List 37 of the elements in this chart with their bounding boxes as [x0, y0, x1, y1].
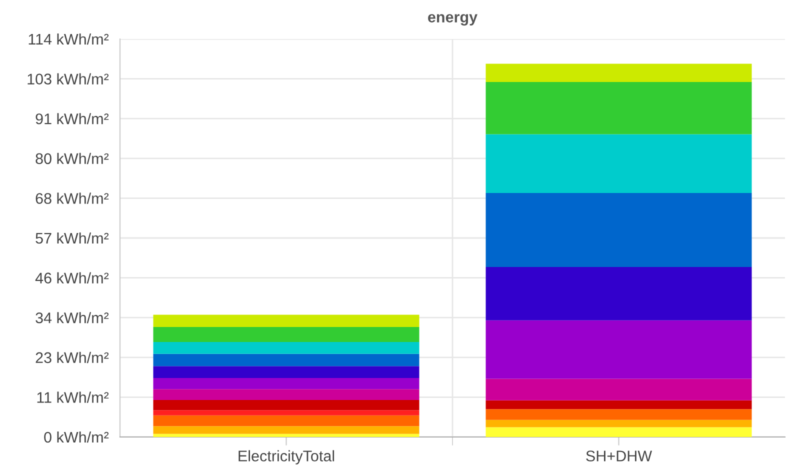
bar — [153, 354, 420, 366]
bar — [153, 415, 420, 426]
bar — [486, 420, 752, 428]
bar — [153, 400, 420, 410]
bar — [486, 400, 752, 410]
bar — [153, 366, 420, 378]
bar — [153, 410, 420, 416]
y-tick-label: 68 kWh/m² — [36, 192, 109, 204]
bar — [153, 327, 420, 342]
bar — [486, 409, 752, 420]
bar — [486, 378, 752, 400]
bar — [486, 266, 752, 320]
y-tick-label: 11 kWh/m² — [37, 392, 109, 403]
x-tick-label: SH+DHW — [586, 450, 652, 462]
bar — [153, 389, 420, 400]
bar — [153, 342, 420, 354]
y-tick-label: 80 kWh/m² — [36, 152, 109, 164]
bar — [486, 192, 752, 267]
bar — [486, 134, 752, 193]
chart-title: energy — [428, 14, 478, 26]
bar — [153, 378, 420, 390]
x-tick-label: ElectricityTotal — [238, 450, 334, 464]
bar — [486, 64, 752, 82]
bar — [486, 82, 752, 134]
y-tick-label: 91 kWh/m² — [36, 113, 109, 124]
y-tick-label: 0 kWh/m² — [44, 431, 109, 443]
y-tick-label: 103 kWh/m² — [28, 73, 109, 84]
bar — [153, 434, 420, 437]
y-tick-label: 57 kWh/m² — [36, 232, 109, 244]
y-tick-label: 46 kWh/m² — [35, 272, 109, 284]
y-tick-label: 34 kWh/m² — [36, 312, 109, 324]
bar — [153, 314, 420, 328]
y-tick-label: 23 kWh/m² — [36, 352, 109, 364]
bar — [153, 426, 420, 434]
bar — [486, 427, 752, 437]
bar — [486, 320, 752, 379]
y-tick-label: 114 kWh/m² — [28, 33, 109, 45]
